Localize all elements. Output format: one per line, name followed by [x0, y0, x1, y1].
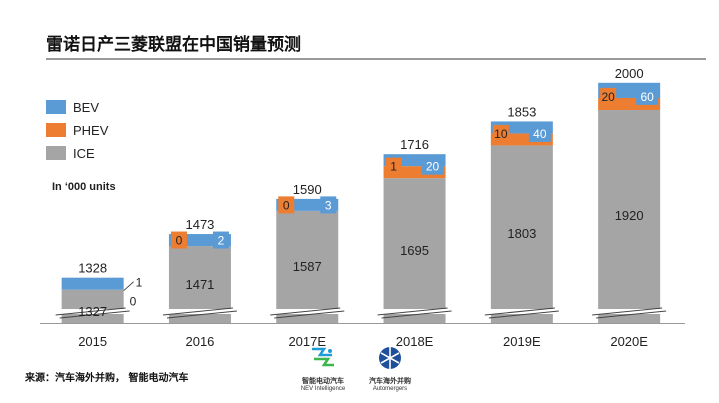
label-phev-2019E: 10	[494, 127, 508, 141]
legend-label-phev: PHEV	[73, 123, 109, 138]
automergers-logo-text-cn: 汽车海外并购	[369, 377, 411, 385]
x-tick-label-2015: 2015	[78, 334, 107, 349]
label-ice-2016: 1471	[185, 277, 214, 292]
box-phev-2019E	[492, 124, 509, 142]
label-total-2016: 1473	[185, 217, 214, 232]
box-bev-2017E	[320, 196, 337, 214]
nev-intelligence-logo: 智能电动汽车 NEV Intelligence	[293, 345, 353, 392]
label-total-2017E: 1590	[293, 182, 322, 197]
axis-break-mark-2016	[162, 307, 233, 316]
globe-icon	[379, 347, 401, 369]
label-bev-2017E: 3	[325, 198, 332, 212]
label-ice-2017E: 1587	[293, 259, 322, 274]
x-tick-label-2016: 2016	[185, 334, 214, 349]
bar-ice-2020E	[598, 109, 661, 324]
axis-break-mark-2015	[59, 310, 130, 319]
label-bev-2019E: 40	[533, 127, 547, 141]
bar-ice-2017E	[276, 210, 339, 323]
x-tick-label-2019E: 2019E	[503, 334, 541, 349]
source-note: 来源：汽车海外并购， 智能电动汽车	[25, 373, 189, 384]
axis-break-mark-2018E	[377, 307, 448, 316]
box-bev-2018E	[421, 157, 444, 175]
axis-break-mark-2020E	[596, 310, 667, 319]
box-bev-2020E	[636, 87, 659, 105]
bar-ice-2018E	[383, 178, 446, 323]
label-ice-2018E: 1695	[400, 243, 429, 258]
axis-break-mark-2018E	[381, 310, 452, 319]
chart-title: 雷诺日产三菱联盟在中国销量预测	[46, 35, 301, 55]
legend-swatch-bev	[46, 100, 66, 114]
axis-break-mark-2019E	[488, 310, 559, 319]
axis-break-mark-2017E	[270, 307, 341, 316]
label-phev-2015: 0	[130, 295, 137, 309]
automergers-logo: 汽车海外并购 Automergers	[360, 345, 420, 392]
bar-bev-2015	[61, 277, 124, 290]
axis-break-mark-2017E	[274, 310, 345, 319]
legend-swatch-ice	[46, 146, 66, 160]
box-bev-2019E	[528, 124, 551, 142]
legend-label-bev: BEV	[73, 100, 99, 115]
label-ice-2019E: 1803	[507, 226, 536, 241]
bar-ice-2019E	[490, 145, 553, 323]
axis-break-mark-2016	[166, 310, 237, 319]
label-total-2020E: 2000	[615, 66, 644, 81]
nev-logo-text-cn: 智能电动汽车	[302, 377, 344, 385]
box-phev-2016	[170, 231, 187, 249]
label-total-2018E: 1716	[400, 137, 429, 152]
label-bev-2015: 1	[136, 276, 143, 290]
x-tick-label-2020E: 2020E	[610, 334, 648, 349]
x-tick-label-2017E: 2017E	[288, 334, 326, 349]
label-bev-2018E: 20	[426, 160, 440, 174]
label-phev-2020E: 20	[601, 90, 615, 104]
label-ice-2020E: 1920	[615, 208, 644, 223]
label-bev-2016: 2	[218, 234, 225, 248]
box-phev-2020E	[600, 87, 617, 105]
axis-break-mark-2019E	[484, 307, 555, 316]
label-bev-2020E: 60	[640, 90, 654, 104]
box-bev-2016	[212, 231, 229, 249]
nev-logo-text-en: NEV Intelligence	[300, 386, 346, 392]
x-tick-label-2018E: 2018E	[396, 334, 434, 349]
label-total-2015: 1328	[78, 261, 107, 276]
box-phev-2018E	[385, 157, 402, 175]
bar-ice-2015	[61, 289, 124, 323]
label-phev-2016: 0	[176, 234, 183, 248]
leader-line	[123, 281, 134, 291]
label-ice-2015: 1327	[78, 304, 107, 319]
label-phev-2017E: 0	[283, 198, 290, 212]
title-divider	[46, 58, 706, 60]
legend-label-ice: ICE	[73, 146, 95, 161]
label-total-2019E: 1853	[507, 104, 536, 119]
nev-logo-icon	[312, 347, 334, 367]
axis-break-mark-2015	[55, 307, 126, 316]
automergers-logo-text-en: Automergers	[372, 386, 408, 392]
legend-swatch-phev	[46, 123, 66, 137]
axis-break-mark-2020E	[592, 307, 663, 316]
box-phev-2017E	[278, 196, 295, 214]
unit-note: In ‘000 units	[52, 181, 116, 193]
label-phev-2018E: 1	[390, 160, 397, 174]
